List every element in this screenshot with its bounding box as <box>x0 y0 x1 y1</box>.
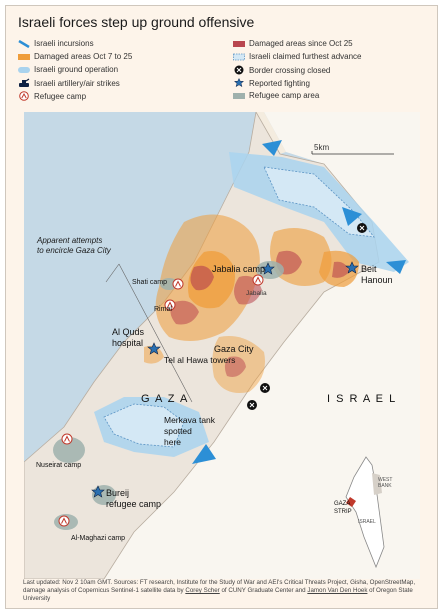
damage-red-icon <box>233 40 245 47</box>
label-maghazi: Al-Maghazi camp <box>71 535 125 542</box>
legend-item-border-closed: Border crossing closed <box>233 65 330 75</box>
label-beit: Beit <box>361 264 377 274</box>
annotation-line-2 <box>105 263 120 283</box>
claimed-advance-icon <box>233 53 245 60</box>
legend-item-fighting: Reported fighting <box>233 78 310 88</box>
label-gaza-city: Gaza City <box>214 344 254 354</box>
label-gaza: G A Z A <box>141 393 189 405</box>
inset-label-bank: BANK <box>378 483 392 489</box>
legend-item-damaged-early: Damaged areas Oct 7 to 25 <box>18 52 132 61</box>
fighting-star-icon <box>233 78 245 88</box>
damage-orange-icon <box>18 53 30 60</box>
annotation-line1: Apparent attempts <box>36 236 102 245</box>
label-shati: Shati camp <box>132 279 167 286</box>
annotation-line2: to encircle Gaza City <box>37 246 112 255</box>
label-merkava-1: Merkava tank <box>164 415 216 425</box>
legend-item-artillery: Israeli artillery/air strikes <box>18 78 120 88</box>
inset-map: GAZA STRIP WEST BANK ISRAEL <box>334 456 392 569</box>
label-bureij-2: refugee camp <box>106 499 161 509</box>
label-hanoun: Hanoun <box>361 275 393 285</box>
gaza-map: 5km Apparent attempts to encircle Gaza C… <box>24 112 420 579</box>
reported-fighting-stars <box>91 261 359 498</box>
legend-item-refugee-camp: Refugee camp <box>18 91 86 101</box>
label-israel: I S R A E L <box>327 393 397 405</box>
border-crossings <box>247 223 367 410</box>
inset-label-gaza-2: STRIP <box>334 509 352 515</box>
annotation-line <box>118 263 193 403</box>
inset-label-gaza-1: GAZA <box>334 501 350 507</box>
border-closed-icon <box>234 65 244 75</box>
figure-title: Israeli forces step up ground offensive <box>18 14 255 30</box>
refugee-camp-icons <box>58 274 264 527</box>
label-tel-al-hawa: Tel al Hawa towers <box>164 355 235 365</box>
legend-item-ground-op: Israeli ground operation <box>18 65 118 74</box>
legend-item-incursions: Israeli incursions <box>18 39 94 48</box>
scale-bar: 5km <box>311 143 394 155</box>
refugee-camp-icon <box>19 91 29 101</box>
legend-item-damaged-late: Damaged areas since Oct 25 <box>233 39 353 48</box>
southern-claimed-advance <box>103 403 185 448</box>
label-bureij-1: Bureij <box>106 488 129 498</box>
label-merkava-3: here <box>164 437 181 447</box>
label-nuseirat: Nuseirat camp <box>36 462 81 469</box>
damage-clusters <box>144 214 359 393</box>
legend-item-claimed-advance: Israeli claimed furthest advance <box>233 52 362 61</box>
label-rimal: Rimal <box>154 306 172 313</box>
ground-op-icon <box>18 66 30 73</box>
tank-icon <box>19 78 30 87</box>
source-footer: Last updated: Nov 2 10am GMT. Sources: F… <box>23 579 416 602</box>
label-al-quds-2: hospital <box>112 338 143 348</box>
inset-label-israel: ISRAEL <box>358 519 376 525</box>
incursion-arrows <box>192 140 406 464</box>
credit-link-2[interactable]: Jamon Van Den Hoek <box>307 587 368 594</box>
israel-land <box>104 112 420 579</box>
inset-label-west: WEST <box>378 477 392 483</box>
incursion-arrow-icon <box>18 39 30 48</box>
credit-link-1[interactable]: Corey Scher <box>185 587 220 594</box>
camp-area-icon <box>233 92 245 99</box>
label-merkava-2: spotted <box>164 426 192 436</box>
label-al-quds-1: Al Quds <box>112 327 145 337</box>
label-jabalia-camp: Jabalia camp <box>212 264 265 274</box>
scale-label: 5km <box>314 143 329 152</box>
legend-item-camp-area: Refugee camp area <box>233 91 319 100</box>
label-jabalia: Jabalia <box>246 290 267 297</box>
